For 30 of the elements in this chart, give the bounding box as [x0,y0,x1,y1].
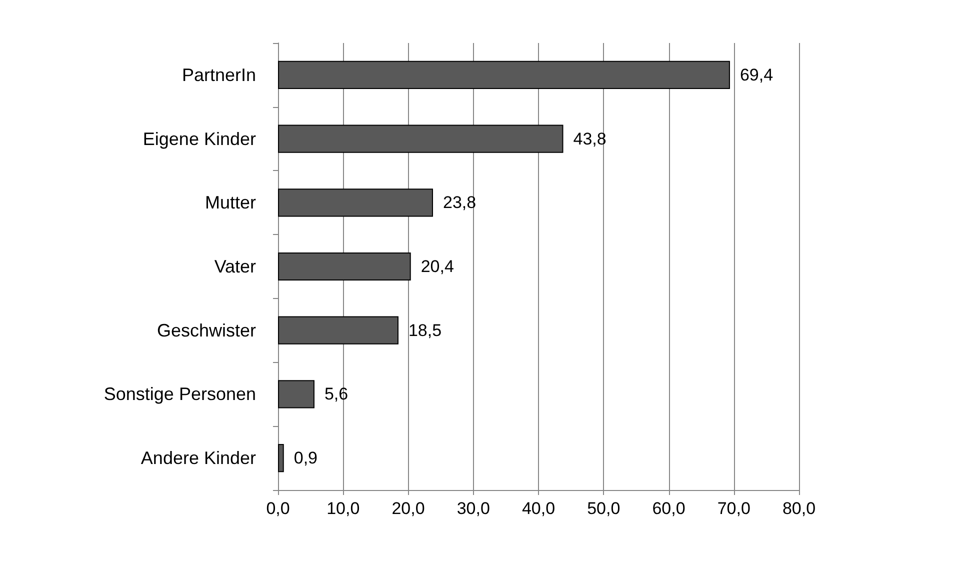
x-tick-label: 20,0 [392,499,425,518]
bar [278,316,398,344]
bar [278,444,284,472]
data-label: 5,6 [324,384,348,404]
bar [278,380,314,408]
x-tick-label: 40,0 [522,499,556,518]
y-tick-label: Sonstige Personen [104,384,256,404]
x-tick-label: 70,0 [717,499,750,518]
bar [278,252,411,281]
data-label: 18,5 [408,320,442,340]
bar [278,124,564,153]
data-label: 23,8 [442,193,476,212]
x-tick-label: 80,0 [782,499,816,518]
x-tick-label: 50,0 [587,499,620,518]
y-tick-label: Geschwister [156,320,256,340]
x-tick-label: 60,0 [652,499,686,518]
x-tick-label: 10,0 [326,499,360,518]
bar [278,188,433,217]
bar [278,60,730,89]
y-tick-label: PartnerIn [182,64,256,85]
y-tick-label: Eigene Kinder [142,128,256,149]
data-label: 0,9 [294,448,318,468]
x-tick-label: 0,0 [266,499,290,518]
x-tick-label: 30,0 [456,499,490,518]
y-tick-label: Andere Kinder [140,448,256,468]
data-label: 69,4 [740,65,774,84]
y-tick-label: Vater [214,256,256,276]
y-tick-label: Mutter [204,192,256,213]
data-label: 20,4 [420,257,454,276]
data-label: 43,8 [573,129,606,148]
